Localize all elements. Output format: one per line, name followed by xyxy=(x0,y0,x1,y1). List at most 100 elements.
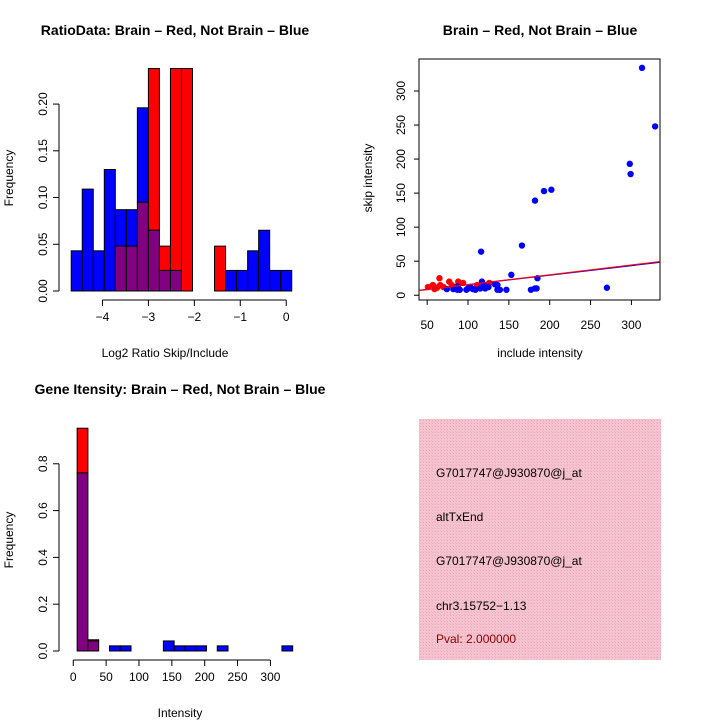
blue-bar xyxy=(162,640,175,652)
blue-bar xyxy=(184,645,197,652)
y-tick-label: 0 xyxy=(394,292,408,299)
blue-bar xyxy=(247,250,260,292)
y-tick-label: 0.0 xyxy=(36,642,50,659)
blue-point xyxy=(627,170,634,178)
red-fit-line xyxy=(418,260,661,292)
overlap-bar xyxy=(125,245,138,292)
y-tick-label: 150 xyxy=(394,183,408,203)
scatter-plot-box xyxy=(418,58,661,301)
red-point xyxy=(436,275,443,282)
x-tick-label: 100 xyxy=(129,670,149,684)
y-tick-label: 50 xyxy=(394,254,408,268)
ratio-histogram-xlabel: Log2 Ratio Skip/Include xyxy=(102,346,229,360)
y-tick-label: 0.20 xyxy=(36,92,50,116)
blue-bar xyxy=(70,250,83,292)
blue-bar xyxy=(236,269,249,292)
scatter-ylabel: skip intensity xyxy=(361,144,375,213)
x-tick-label: 200 xyxy=(540,318,560,332)
ratio-histogram: RatioData: Brain – Red, Not Brain – Blue… xyxy=(2,22,309,360)
blue-point xyxy=(518,242,526,249)
x-tick-label: −4 xyxy=(96,310,110,324)
scatter-title: Brain – Red, Not Brain – Blue xyxy=(443,22,638,38)
red-bar xyxy=(76,427,89,474)
blue-bar xyxy=(81,188,94,292)
x-tick-label: 150 xyxy=(499,318,519,332)
x-tick-label: −1 xyxy=(233,310,247,324)
overlap-bar xyxy=(87,640,100,652)
blue-bar xyxy=(119,645,132,652)
gene-intensity-xlabel: Intensity xyxy=(158,706,203,720)
location: chr3.15752−1.13 xyxy=(436,599,527,613)
y-tick-label: 0.6 xyxy=(36,502,50,519)
info-panel-background xyxy=(419,419,661,660)
y-tick-label: 0.15 xyxy=(36,139,50,163)
blue-bar xyxy=(280,269,293,292)
blue-point xyxy=(638,64,646,72)
x-tick-label: 100 xyxy=(458,318,478,332)
y-tick-label: 250 xyxy=(394,115,408,135)
red-bar xyxy=(147,68,160,231)
pval: Pval: 2.000000 xyxy=(436,632,516,646)
blue-point xyxy=(464,285,472,292)
ratio-histogram-ylabel: Frequency xyxy=(2,150,16,207)
blue-point xyxy=(531,197,539,204)
gene-intensity-ylabel: Frequency xyxy=(2,512,16,569)
x-tick-label: 300 xyxy=(621,318,641,332)
red-bar xyxy=(158,245,171,271)
x-tick-label: 0 xyxy=(283,310,290,324)
y-tick-label: 300 xyxy=(394,81,408,101)
y-tick-label: 0.4 xyxy=(36,549,50,566)
blue-bar xyxy=(269,269,282,292)
blue-bar xyxy=(258,229,271,292)
overlap-bar xyxy=(136,201,149,292)
gene-intensity-title: Gene Itensity: Brain – Red, Not Brain – … xyxy=(35,381,326,397)
x-tick-label: 250 xyxy=(228,670,248,684)
blue-bar xyxy=(195,645,207,652)
blue-point xyxy=(469,285,477,293)
overlap-bar xyxy=(169,269,182,292)
gene-intensity-histogram: Gene Itensity: Brain – Red, Not Brain – … xyxy=(2,381,326,720)
blue-point xyxy=(491,281,499,288)
red-bar xyxy=(180,68,193,292)
y-tick-label: 0.00 xyxy=(36,279,50,303)
x-tick-label: 300 xyxy=(260,670,280,684)
blue-bar xyxy=(125,209,138,247)
blue-point xyxy=(485,283,492,291)
y-tick-label: 0.8 xyxy=(36,455,50,472)
y-tick-label: 0.05 xyxy=(36,232,50,256)
ratio-histogram-title: RatioData: Brain – Red, Not Brain – Blue xyxy=(41,22,310,38)
blue-point xyxy=(548,186,555,193)
x-tick-label: −2 xyxy=(187,310,201,324)
x-tick-label: −3 xyxy=(142,310,156,324)
blue-bar xyxy=(173,645,186,652)
y-tick-label: 200 xyxy=(394,149,408,169)
blue-bar xyxy=(216,645,229,652)
event-type: altTxEnd xyxy=(436,510,483,524)
blue-point xyxy=(503,286,510,293)
blue-bar xyxy=(108,645,121,652)
red-bar xyxy=(169,68,182,271)
x-tick-label: 250 xyxy=(581,318,601,332)
blue-bar xyxy=(136,107,149,203)
intensity-scatter: Brain – Red, Not Brain – Blue include in… xyxy=(361,22,661,360)
blue-point xyxy=(508,271,515,279)
overlap-bar xyxy=(76,472,89,652)
x-tick-label: 50 xyxy=(420,318,434,332)
probe-id-2: G7017747@J930870@j_at xyxy=(436,554,582,568)
blue-point xyxy=(533,285,540,292)
blue-point xyxy=(477,285,484,292)
blue-bar xyxy=(281,645,294,652)
overlap-bar xyxy=(158,269,171,292)
scatter-xlabel: include intensity xyxy=(497,346,582,360)
red-bar xyxy=(214,245,227,292)
blue-point xyxy=(651,123,659,130)
blue-bar xyxy=(225,269,238,292)
y-tick-label: 100 xyxy=(394,217,408,237)
info-panel: G7017747@J930870@j_at altTxEnd G7017747@… xyxy=(419,419,661,660)
x-tick-label: 50 xyxy=(99,670,113,684)
blue-point xyxy=(540,187,548,195)
blue-point xyxy=(626,160,633,168)
blue-bar xyxy=(103,168,116,292)
probe-id: G7017747@J930870@j_at xyxy=(436,466,582,480)
